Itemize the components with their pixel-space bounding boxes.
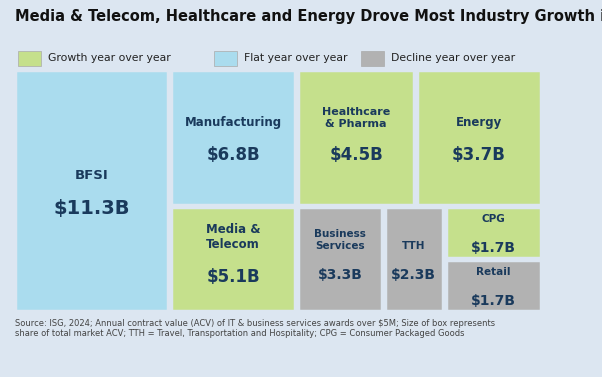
Bar (445, 207, 541, 258)
Text: Growth year over year: Growth year over year (48, 54, 171, 63)
Text: Flat year over year: Flat year over year (244, 54, 347, 63)
Bar (385, 207, 442, 311)
Bar (417, 70, 541, 205)
Text: Decline year over year: Decline year over year (391, 54, 515, 63)
Text: $11.3B: $11.3B (54, 199, 130, 218)
Text: CPG: CPG (482, 214, 505, 224)
Text: $3.3B: $3.3B (318, 268, 362, 282)
Bar (445, 261, 541, 311)
Bar (298, 207, 382, 311)
Text: $3.7B: $3.7B (452, 146, 506, 164)
Text: $1.7B: $1.7B (471, 294, 516, 308)
Text: Healthcare
& Pharma: Healthcare & Pharma (322, 107, 390, 129)
Text: Media & Telecom, Healthcare and Energy Drove Most Industry Growth in 2023: Media & Telecom, Healthcare and Energy D… (15, 9, 602, 25)
Text: $6.8B: $6.8B (206, 146, 260, 164)
Bar (298, 70, 414, 205)
Text: Retail: Retail (476, 267, 510, 277)
Text: $4.5B: $4.5B (329, 146, 383, 164)
Text: BFSI: BFSI (75, 169, 108, 182)
Text: $5.1B: $5.1B (206, 268, 260, 286)
Text: Energy: Energy (456, 116, 502, 129)
Bar (171, 70, 296, 205)
Bar (15, 70, 168, 311)
Bar (171, 207, 296, 311)
Text: Manufacturing: Manufacturing (185, 116, 282, 129)
Text: Business
Services: Business Services (314, 229, 366, 251)
Text: $2.3B: $2.3B (391, 268, 436, 282)
Text: TTH: TTH (402, 241, 426, 251)
Text: Source: ISG, 2024; Annual contract value (ACV) of IT & business services awards : Source: ISG, 2024; Annual contract value… (15, 319, 495, 338)
Text: Media &
Telecom: Media & Telecom (206, 223, 261, 251)
Text: $1.7B: $1.7B (471, 241, 516, 255)
